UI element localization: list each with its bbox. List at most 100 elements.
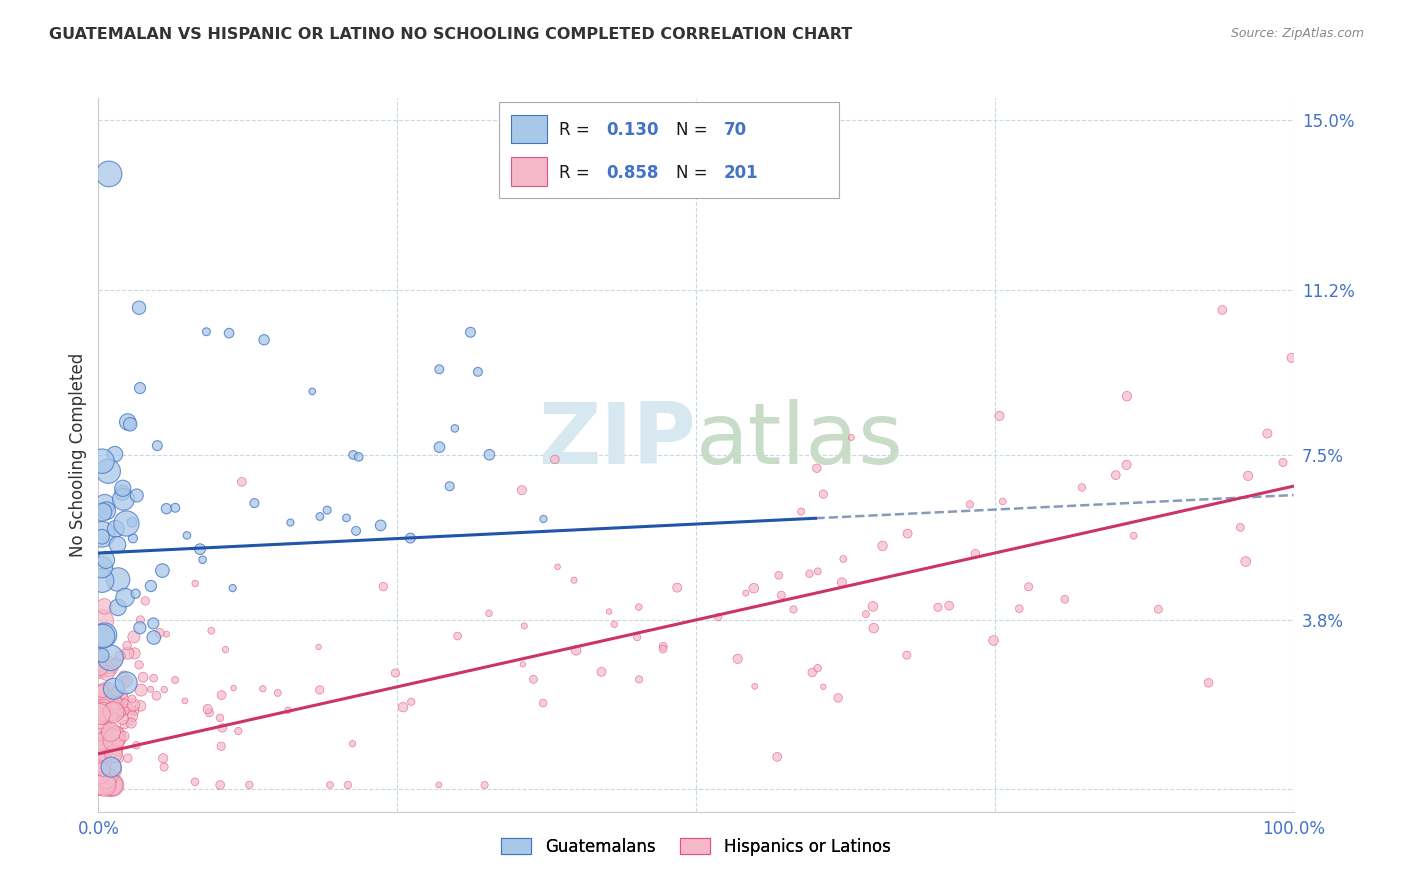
Point [1053,592,1076,607]
Point [384,666,406,681]
Point [94,690,117,705]
Point [444,421,467,435]
Point [208,711,231,725]
Point [231,475,253,489]
Point [1122,529,1144,543]
Legend: Guatemalans, Hispanics or Latinos: Guatemalans, Hispanics or Latinos [494,830,898,864]
Point [243,496,266,510]
Point [94,498,117,512]
Point [308,682,330,697]
Point [813,487,835,501]
Point [91,705,114,719]
Point [107,573,129,587]
Point [200,624,222,638]
Point [91,530,114,544]
Point [399,531,422,545]
Point [107,706,129,721]
Point [117,646,139,660]
Point [96,686,118,700]
Point [103,681,125,696]
Point [91,762,114,776]
Point [101,705,124,719]
Point [195,325,218,339]
Point [142,631,165,645]
Point [238,778,260,792]
Point [197,702,219,716]
Point [129,613,152,627]
Point [128,657,150,672]
Point [373,580,395,594]
Point [513,619,536,633]
Point [115,516,138,531]
Point [93,686,115,700]
Point [103,698,125,712]
Point [98,167,121,181]
Point [125,739,148,753]
Point [727,652,749,666]
Point [806,461,828,475]
Point [91,454,114,468]
Point [100,760,122,774]
Point [427,362,450,376]
Point [139,682,162,697]
Point [117,673,139,688]
Point [115,676,138,690]
Point [308,640,330,654]
Point [782,602,804,616]
Point [107,538,129,552]
Point [1234,555,1257,569]
Point [101,778,124,792]
Point [122,531,145,545]
Point [862,621,884,635]
Text: 201: 201 [724,164,758,182]
Point [211,721,233,735]
Point [114,718,136,732]
Point [831,575,853,590]
Point [91,527,114,541]
Point [209,739,232,754]
Point [652,640,675,654]
Point [1256,426,1278,441]
Text: 70: 70 [724,121,747,139]
Point [103,733,125,747]
Point [122,698,145,712]
Text: R =: R = [558,121,595,139]
Point [988,409,1011,423]
Point [120,417,142,432]
Point [1008,601,1031,615]
Point [117,415,139,429]
Point [112,668,135,682]
Point [121,516,143,530]
Point [938,599,960,613]
Point [142,671,165,685]
Point [93,628,115,642]
Point [89,707,111,722]
Point [198,706,221,720]
Point [184,774,207,789]
Point [89,689,111,703]
Point [105,655,128,669]
Point [768,568,790,582]
Point [124,647,146,661]
Point [114,591,136,605]
Point [1105,468,1128,483]
Point [744,679,766,693]
Point [598,605,620,619]
Point [446,629,468,643]
Point [103,705,125,719]
Point [129,381,152,395]
Point [188,542,211,557]
Point [666,581,689,595]
Point [547,559,569,574]
Point [97,464,120,478]
Point [145,689,167,703]
Point [104,731,127,745]
Point [827,690,849,705]
Point [316,503,339,517]
Point [707,610,730,624]
Point [991,494,1014,508]
Point [896,648,918,662]
Point [841,430,863,444]
Point [439,479,461,493]
Point [101,778,124,792]
